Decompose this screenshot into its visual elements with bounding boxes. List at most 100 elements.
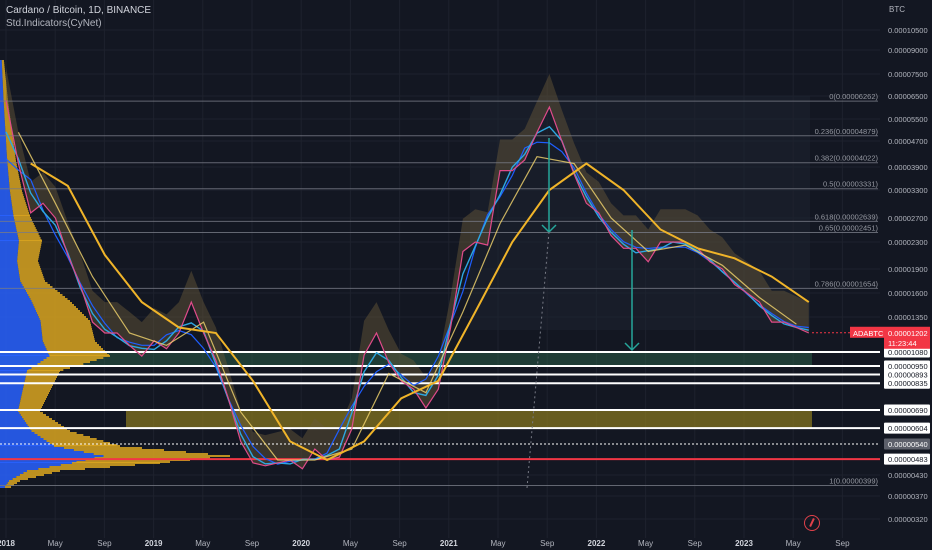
vp-bar-blue [0,338,43,340]
vp-bar-yellow [37,434,84,436]
vp-bar-blue [0,72,3,74]
vp-bar-blue [0,256,18,258]
vp-bar-yellow [4,116,11,118]
vp-bar-yellow [43,342,97,344]
vp-bar-yellow [27,370,60,372]
support-price-tag[interactable] [884,438,930,450]
vp-bar-yellow [73,449,164,451]
support-price-tag[interactable] [884,360,930,372]
vp-bar-yellow [49,355,110,357]
support-price-tag[interactable] [884,422,930,434]
vp-bar-yellow [38,316,86,318]
vp-bar-blue [0,272,19,274]
support-price-tag[interactable] [884,346,930,358]
vp-bar-blue [0,266,19,268]
support-price-tag[interactable] [884,453,930,465]
vp-bar-blue [0,174,9,176]
fibonacci-levels[interactable]: 0(0.00006262) 0.236(0.00004879) 0.382(0.00… [0,92,879,486]
vp-bar-blue [0,320,41,322]
vp-bar-blue [0,440,47,442]
vp-bar-blue [0,142,7,144]
vp-bar-yellow [46,348,103,350]
vp-bar-yellow [2,82,7,84]
vp-bar-blue [0,418,24,420]
support-price-tag[interactable] [884,404,930,416]
vp-bar-blue [0,138,6,140]
vp-bar-yellow [18,270,42,272]
vp-bar-blue [0,336,43,338]
projection-arrows[interactable] [526,138,640,489]
vp-bar-yellow [1,62,5,64]
support-price-label: 0.00000540 [888,440,928,449]
vp-bar-blue [0,180,9,182]
vp-bar-yellow [42,336,94,338]
vp-bar-blue [0,318,40,320]
y-tick-label: 0.00000370 [888,492,928,501]
vp-bar-yellow [44,344,99,346]
vp-bar-yellow [22,416,49,418]
vp-bar-yellow [12,210,29,212]
vp-bar-blue [0,104,4,106]
vp-bar-yellow [11,198,25,200]
support-price-tag[interactable] [884,377,930,389]
y-tick-label: 0.00002300 [888,238,928,247]
tradingview-logo-icon[interactable] [804,515,820,531]
vp-bar-blue [0,342,44,344]
vp-bar-blue [0,470,27,472]
vp-bar-blue [0,464,61,466]
vp-bar-yellow [27,470,60,472]
vp-bar-blue [0,168,8,170]
vp-bar-yellow [21,396,47,398]
arrow-2-head[interactable] [624,342,640,352]
vp-bar-yellow [30,298,68,300]
vp-bar-blue [0,314,38,316]
vp-bar-blue [0,468,39,470]
vp-bar-yellow [23,472,52,474]
fib-label: 0.5(0.00003331) [823,180,879,189]
vp-bar-blue [0,361,41,363]
vp-bar-blue [0,242,19,244]
x-tick-label: May [48,539,63,548]
vp-bar-blue [0,482,8,484]
vp-bar-yellow [15,223,34,225]
vp-bar-blue [0,282,22,284]
vp-bar-yellow [34,432,77,434]
vp-bar-yellow [6,144,14,146]
price-axis[interactable]: BTC 0.00010500 0.00009000 0.00007500 0.00006… [850,0,932,550]
y-tick-label: 0.00000320 [888,515,928,524]
vp-bar-blue [0,202,12,204]
x-tick-label: May [638,539,653,548]
yellow-zone [126,410,812,429]
vp-bar-blue [0,430,32,432]
vp-bar-yellow [23,286,53,288]
vp-bar-blue [0,392,23,394]
vp-bar-blue [0,478,13,480]
vp-bar-yellow [11,202,26,204]
indicator-label[interactable]: Std.Indicators(CyNet) [6,18,102,29]
vp-bar-blue [0,150,7,152]
vp-bar-blue [0,398,21,400]
last-price-tag[interactable] [884,326,930,349]
vp-bar-blue [0,233,18,235]
vp-bar-yellow [9,182,21,184]
vp-bar-blue [0,472,24,474]
vp-bar-yellow [63,447,142,449]
vp-bar-yellow [8,174,19,176]
vp-bar-blue [0,334,43,336]
vp-bar-blue [0,68,3,70]
vp-bar-yellow [16,476,36,478]
vp-bar-blue [0,264,18,266]
vp-bar-yellow [11,204,27,206]
vp-bar-yellow [2,74,6,76]
vp-bar-yellow [18,248,41,250]
vp-bar-yellow [3,90,7,92]
support-lines[interactable] [0,332,880,461]
vp-bar-yellow [22,284,50,286]
vp-bar-blue [0,120,5,122]
vp-bar-yellow [21,282,48,284]
support-price-tag[interactable] [884,369,930,381]
vp-bar-blue [0,296,30,298]
symbol-tag[interactable] [850,326,884,338]
time-axis[interactable]: 2018 May Sep 2019 May Sep 2020 May Sep 2021 May Sep… [0,538,932,550]
